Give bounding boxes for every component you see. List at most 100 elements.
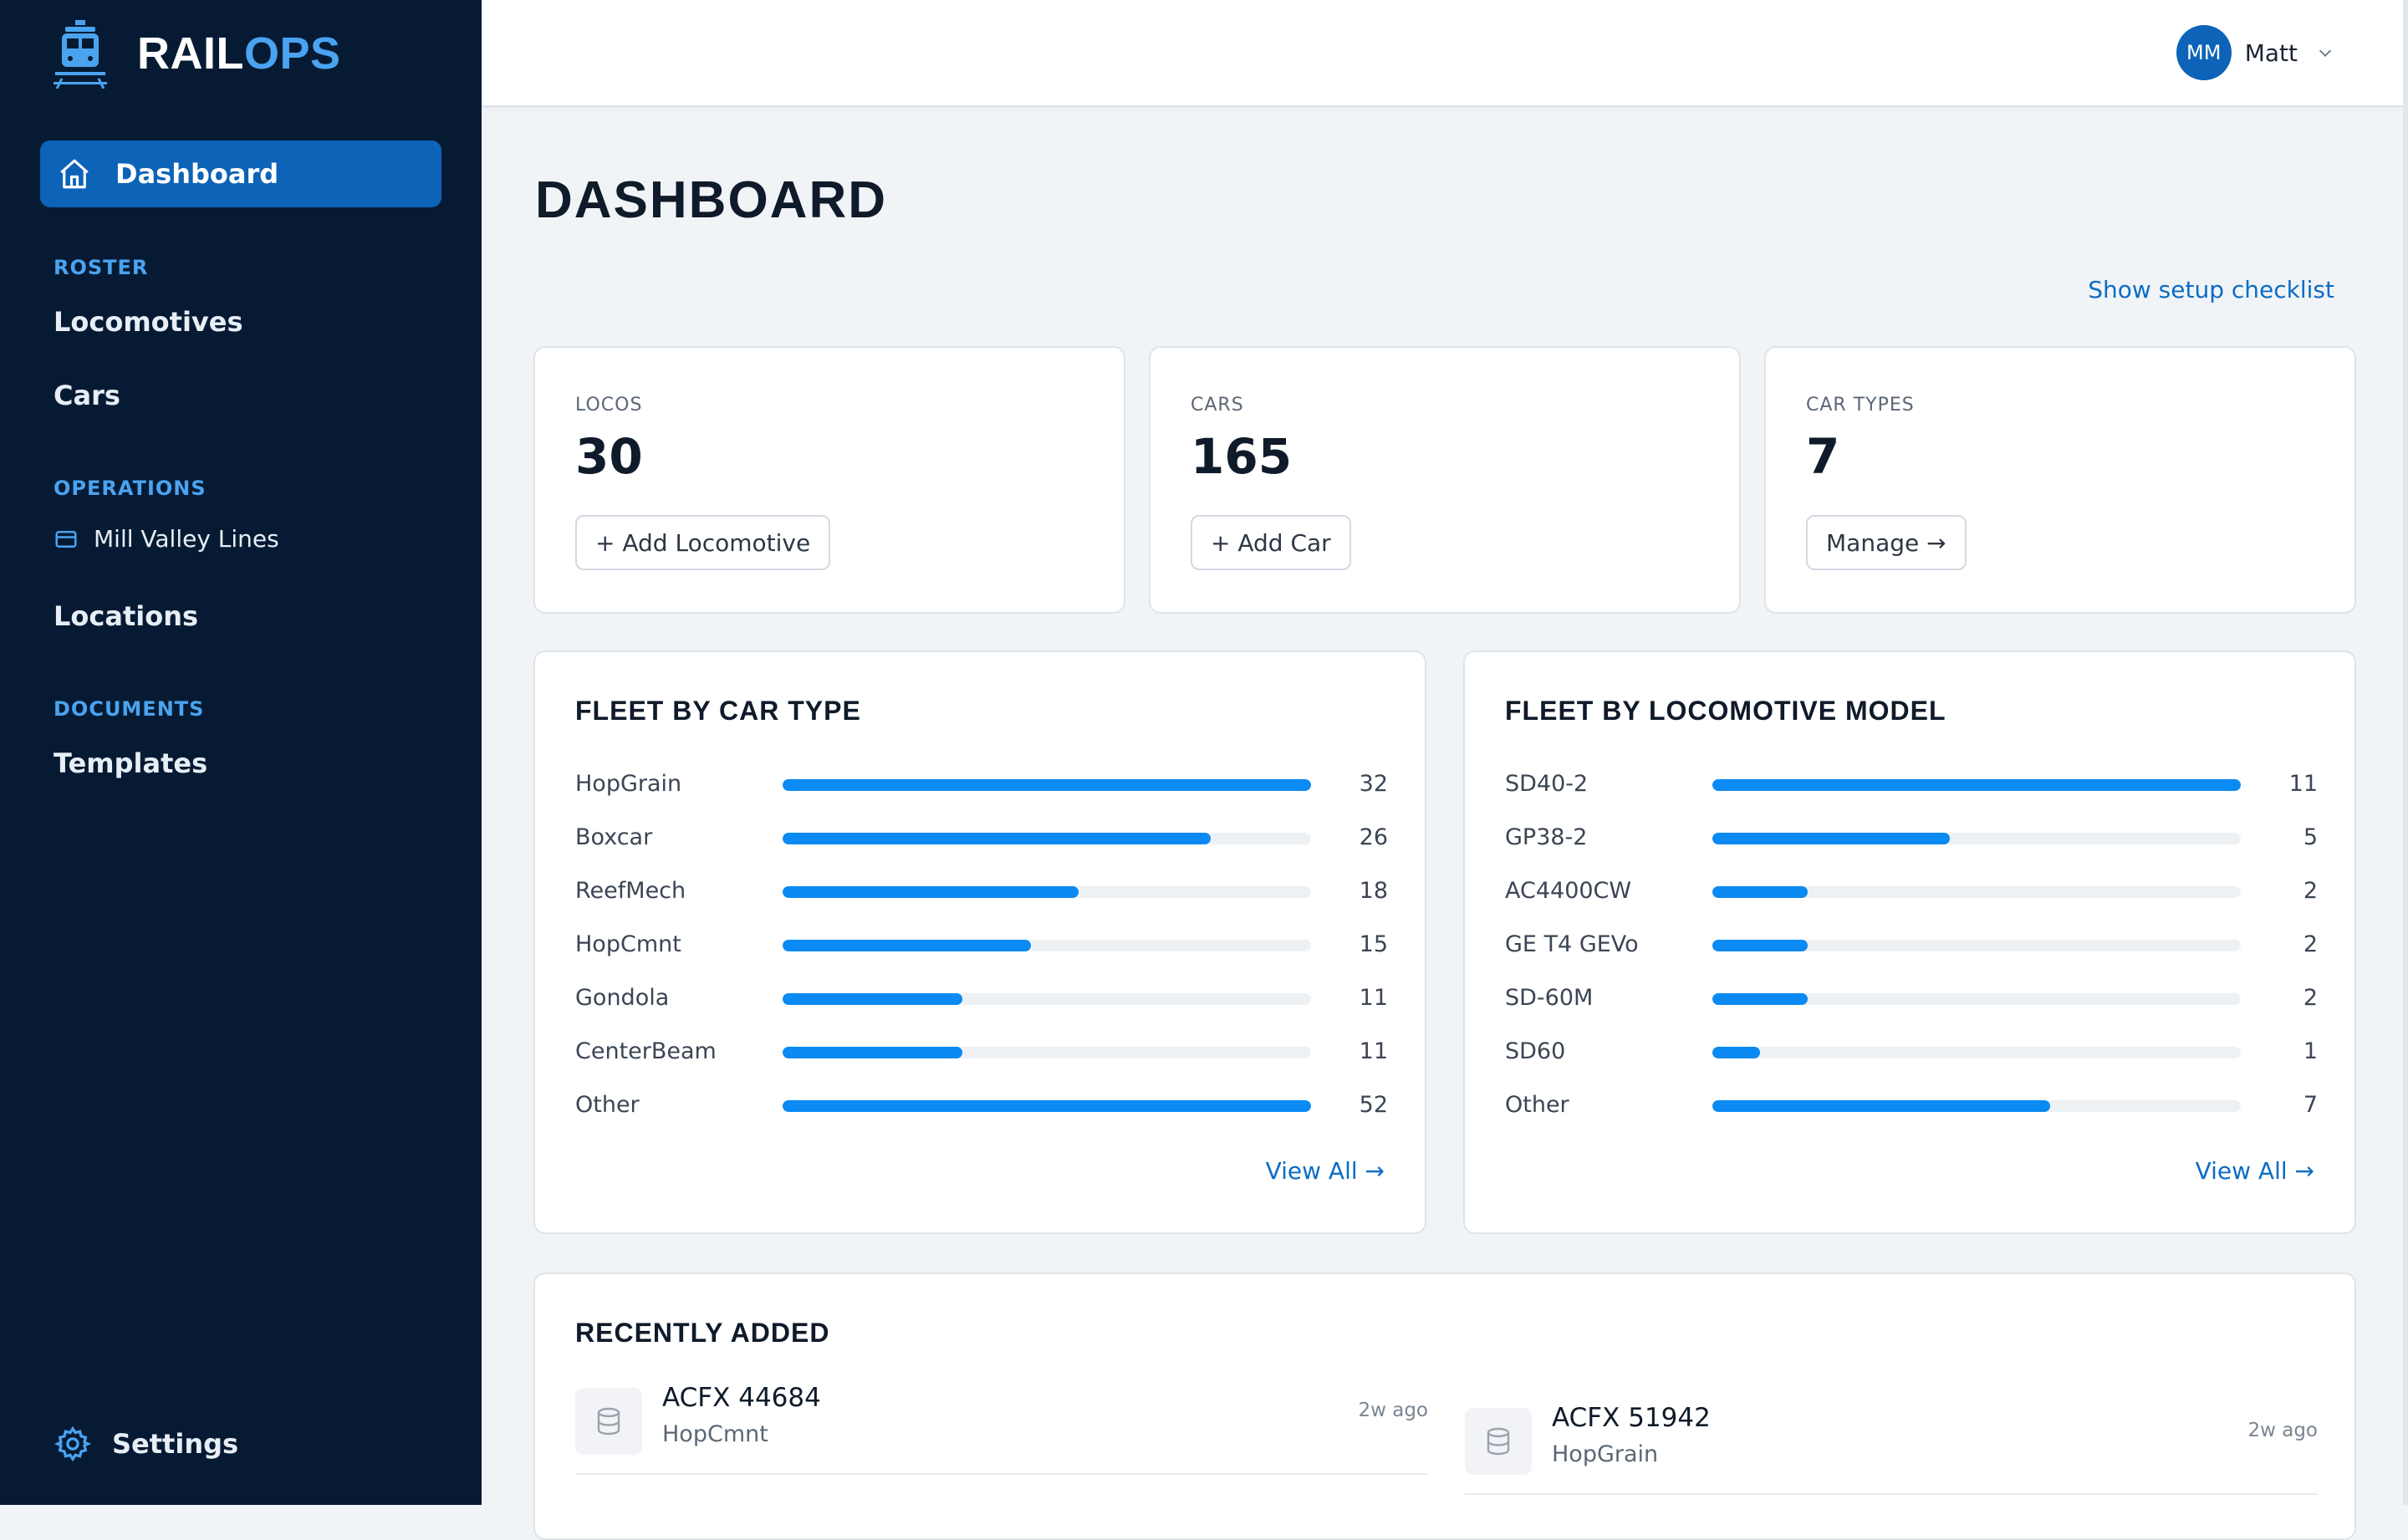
bar-track (1712, 940, 2241, 951)
bar-track (1712, 1100, 2241, 1112)
recent-item[interactable]: ACFX 51942 HopGrain 2w ago (1465, 1403, 2318, 1495)
bar-label: Other (1505, 1092, 1569, 1118)
bar-fill (783, 993, 962, 1005)
sidebar-item-settings[interactable]: Settings (54, 1425, 238, 1463)
bar-row: HopCmnt 15 (575, 928, 1388, 961)
sidebar-item-locomotives[interactable]: Locomotives (54, 306, 243, 338)
bar-row: SD40-2 11 (1505, 767, 2318, 801)
railroad-icon (55, 530, 77, 548)
sidebar-item-label: Dashboard (115, 158, 279, 190)
bar-label: SD60 (1505, 1038, 1566, 1064)
bar-label: GP38-2 (1505, 824, 1588, 850)
bar-fill (783, 940, 1032, 951)
sidebar-item-label: Settings (112, 1428, 239, 1460)
manage-car-types-button[interactable]: Manage → (1806, 515, 1967, 570)
bar-label: SD-60M (1505, 985, 1594, 1011)
chevron-down-icon (2319, 49, 2332, 57)
bar-label: HopGrain (575, 771, 682, 797)
avatar: MM (2176, 25, 2232, 80)
bar-track (783, 993, 1311, 1005)
brand-name: RAILOPS (137, 28, 341, 79)
bar-count: 26 (1359, 824, 1388, 850)
bar-row: ReefMech 18 (575, 875, 1388, 908)
add-car-button[interactable]: + Add Car (1191, 515, 1351, 570)
bar-count: 15 (1359, 931, 1388, 957)
bar-row: HopGrain 32 (575, 767, 1388, 801)
bar-track (1712, 993, 2241, 1005)
bar-row: SD60 1 (1505, 1035, 2318, 1068)
bar-label: AC4400CW (1505, 878, 1632, 904)
user-menu[interactable]: MM Matt (2176, 25, 2334, 80)
recent-item-time: 2w ago (2247, 1420, 2318, 1441)
stat-label: LOCOS (575, 395, 643, 416)
card-title: FLEET BY CAR TYPE (575, 696, 861, 726)
bar-label: HopCmnt (575, 931, 681, 957)
bar-track (783, 886, 1311, 898)
bar-track (783, 1100, 1311, 1112)
recent-item-time: 2w ago (1358, 1400, 1428, 1421)
user-name: Matt (2244, 38, 2298, 67)
bar-fill (1712, 886, 1808, 898)
bar-track (783, 1047, 1311, 1058)
recent-item[interactable]: ACFX 44684 HopCmnt 2w ago (575, 1383, 1428, 1475)
bar-track (783, 779, 1311, 791)
bar-row: AC4400CW 2 (1505, 875, 2318, 908)
recent-item-name: ACFX 51942 (1552, 1403, 1711, 1433)
card-title: FLEET BY LOCOMOTIVE MODEL (1505, 696, 1946, 726)
brand-name-part1: RAIL (137, 28, 244, 79)
sidebar-item-locations[interactable]: Locations (54, 600, 199, 632)
bar-label: SD40-2 (1505, 771, 1589, 797)
bar-row: SD-60M 2 (1505, 982, 2318, 1015)
stat-value: 30 (575, 428, 643, 485)
bar-track (1712, 779, 2241, 791)
scrollbar[interactable] (2403, 0, 2408, 1505)
topbar: MM Matt (482, 0, 2408, 107)
section-label-documents: DOCUMENTS (54, 697, 205, 721)
freight-car-icon (575, 1388, 642, 1455)
page-title: DASHBOARD (535, 171, 887, 229)
bar-track (1712, 833, 2241, 844)
bar-row: Gondola 11 (575, 982, 1388, 1015)
recent-item-name: ACFX 44684 (662, 1383, 821, 1413)
sidebar-item-cars[interactable]: Cars (54, 380, 120, 411)
bar-row: Other 7 (1505, 1089, 2318, 1122)
bar-count: 18 (1359, 878, 1388, 904)
stat-value: 7 (1806, 428, 1840, 485)
bar-fill (1712, 993, 1808, 1005)
bar-count: 2 (2303, 931, 2318, 957)
bar-fill (783, 1100, 1311, 1112)
fleet-by-car-type-card: FLEET BY CAR TYPE HopGrain 32 Boxcar 26 … (533, 650, 1426, 1234)
bar-label: Boxcar (575, 824, 653, 850)
freight-car-icon (1465, 1408, 1532, 1475)
sidebar-item-mill-valley-lines[interactable]: Mill Valley Lines (54, 525, 279, 553)
brand-name-part2: OPS (243, 28, 341, 79)
view-all-locomotive-models-link[interactable]: View All → (2195, 1157, 2314, 1185)
bar-fill (1712, 833, 1951, 844)
card-title: RECENTLY ADDED (575, 1318, 830, 1348)
bar-row: Boxcar 26 (575, 821, 1388, 854)
view-all-car-types-link[interactable]: View All → (1265, 1157, 1385, 1185)
show-setup-checklist-link[interactable]: Show setup checklist (2088, 276, 2334, 303)
bar-count: 52 (1359, 1092, 1388, 1118)
bar-track (783, 833, 1311, 844)
sidebar: RAILOPS Dashboard ROSTER Locomotives Car… (0, 0, 482, 1505)
bar-count: 1 (2303, 1038, 2318, 1064)
bar-row: CenterBeam 11 (575, 1035, 1388, 1068)
brand-logo[interactable]: RAILOPS (50, 18, 341, 89)
locomotive-icon (54, 20, 107, 89)
add-locomotive-button[interactable]: + Add Locomotive (575, 515, 831, 570)
bar-track (783, 940, 1311, 951)
section-label-operations: OPERATIONS (54, 477, 207, 500)
sidebar-item-templates[interactable]: Templates (54, 747, 208, 779)
bar-count: 7 (2303, 1092, 2318, 1118)
recent-item-type: HopCmnt (662, 1421, 768, 1447)
bar-row: GE T4 GEVo 2 (1505, 928, 2318, 961)
bar-label: Other (575, 1092, 640, 1118)
bar-count: 11 (1359, 985, 1388, 1011)
bar-track (1712, 1047, 2241, 1058)
bar-fill (783, 779, 1311, 791)
sidebar-item-dashboard[interactable]: Dashboard (40, 140, 441, 207)
bar-fill (783, 886, 1079, 898)
fleet-by-locomotive-model-card: FLEET BY LOCOMOTIVE MODEL SD40-2 11 GP38… (1463, 650, 2356, 1234)
bar-label: Gondola (575, 985, 670, 1011)
